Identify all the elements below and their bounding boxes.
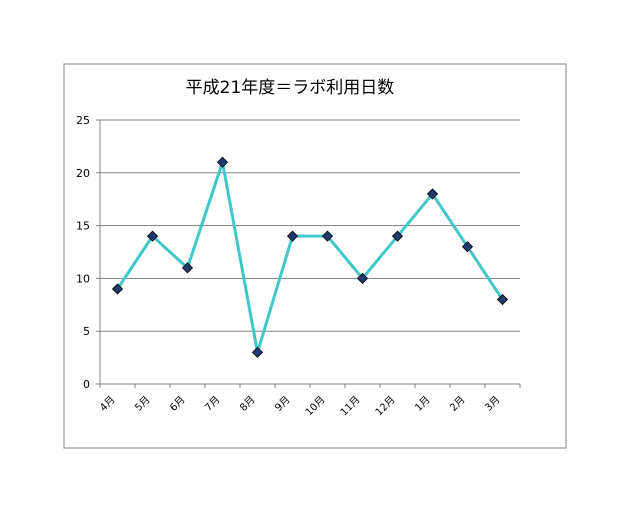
- data-point-marker: [496, 293, 509, 306]
- data-point-marker: [146, 230, 159, 242]
- gridlines: [100, 119, 520, 332]
- data-point-marker: [181, 262, 194, 274]
- y-axis-tick-labels: 0 5 10 15 20 25: [76, 114, 90, 391]
- data-point-marker: [216, 156, 229, 168]
- axes: [96, 119, 521, 388]
- data-point-marker: [426, 188, 439, 200]
- data-point-marker: [356, 272, 369, 284]
- y-tick-label: 10: [76, 272, 90, 285]
- data-point-marker: [111, 283, 124, 295]
- series: [111, 156, 509, 358]
- data-point-marker: [251, 346, 264, 358]
- data-point-marker: [391, 230, 404, 242]
- y-tick-label: 0: [83, 378, 90, 391]
- series-line: [116, 160, 504, 354]
- data-point-marker: [321, 230, 334, 242]
- y-tick-label: 15: [76, 220, 90, 233]
- chart-title: 平成21年度＝ラボ利用日数: [186, 78, 395, 98]
- y-tick-label: 20: [76, 167, 90, 180]
- data-point-marker: [286, 230, 299, 242]
- data-point-marker: [461, 241, 474, 253]
- y-tick-label: 25: [76, 114, 90, 127]
- y-tick-label: 5: [83, 325, 90, 338]
